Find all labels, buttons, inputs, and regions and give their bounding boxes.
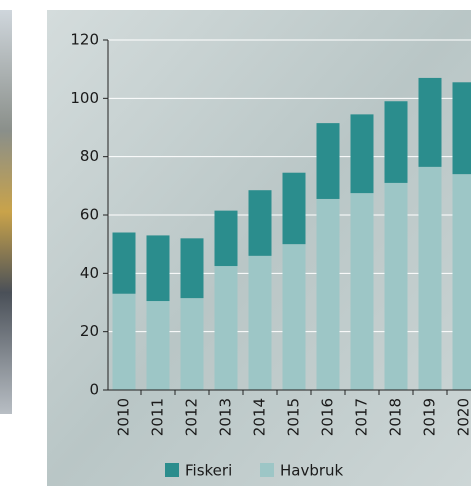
legend-label: Fiskeri <box>185 462 232 480</box>
bar-segment <box>248 255 272 390</box>
legend-swatch <box>165 463 179 477</box>
bar-segment <box>418 77 442 167</box>
bar-segment <box>214 210 238 267</box>
x-tick-label: 2015 <box>285 398 303 436</box>
x-tick-label: 2011 <box>149 398 167 436</box>
bar-segment <box>180 298 204 390</box>
bar-segment <box>146 235 170 302</box>
legend-label: Havbruk <box>280 462 344 480</box>
y-tick-label: 40 <box>80 264 99 282</box>
y-tick-label: 20 <box>80 322 99 340</box>
bar-segment <box>384 101 408 183</box>
y-tick-label: 0 <box>89 381 99 399</box>
bar-segment <box>112 293 136 390</box>
bar-segment <box>214 266 238 390</box>
y-tick-label: 120 <box>70 31 99 49</box>
x-tick-label: 2010 <box>115 398 133 436</box>
y-tick-label: 80 <box>80 147 99 165</box>
bar-segment <box>248 190 272 256</box>
y-tick-label: 60 <box>80 206 99 224</box>
bar-segment <box>316 198 340 390</box>
legend-swatch <box>260 463 274 477</box>
bar-segment <box>350 193 374 390</box>
x-tick-label: 2012 <box>183 398 201 436</box>
photo-strip <box>0 10 12 414</box>
x-tick-label: 2014 <box>251 398 269 436</box>
bar-segment <box>350 114 374 194</box>
bar-segment <box>282 172 306 245</box>
bar-segment <box>316 123 340 199</box>
bar-segment <box>282 244 306 390</box>
y-tick-label: 100 <box>70 89 99 107</box>
bar-segment <box>418 166 442 390</box>
x-tick-label: 2016 <box>319 398 337 436</box>
bar-segment <box>146 301 170 390</box>
bar-segment <box>452 174 471 390</box>
x-tick-label: 2017 <box>353 398 371 436</box>
x-tick-label: 2019 <box>421 398 439 436</box>
x-tick-label: 2013 <box>217 398 235 436</box>
bar-segment <box>180 238 204 299</box>
bar-segment <box>384 182 408 390</box>
bar-segment <box>112 232 136 294</box>
bar-segment <box>452 82 471 175</box>
x-tick-label: 2020 <box>455 398 471 436</box>
x-tick-label: 2018 <box>387 398 405 436</box>
